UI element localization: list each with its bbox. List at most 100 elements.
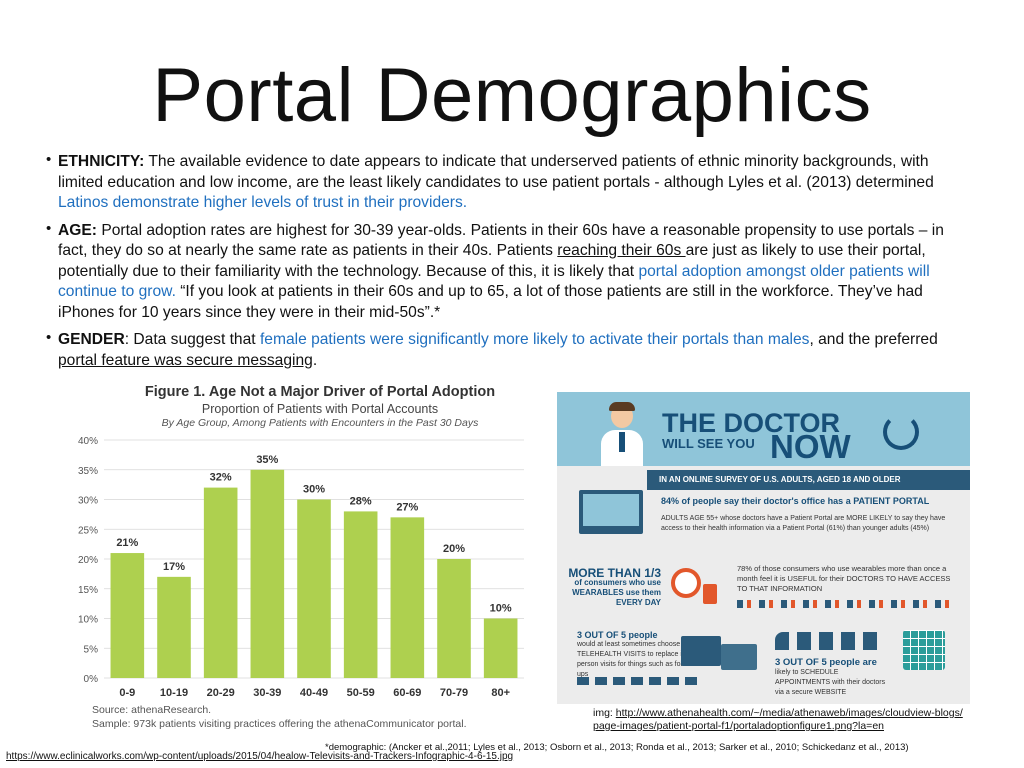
- age-text-2: are just as likely to use their portal, …: [58, 242, 926, 280]
- stopwatch-icon: [671, 568, 701, 598]
- image-source-link-2[interactable]: page-images/patient-portal-f1/portaladop…: [593, 720, 884, 732]
- bar-value-label: 32%: [210, 472, 232, 484]
- stat-telehealth: 3 OUT OF 5 people would at least sometim…: [577, 630, 697, 680]
- ethnicity-label: ETHNICITY:: [58, 153, 145, 170]
- gender-underline: portal feature was secure messaging: [58, 351, 313, 369]
- bar: [250, 469, 285, 678]
- infographic: THE DOCTOR WILL SEE YOU NOW IN AN ONLINE…: [557, 392, 970, 704]
- infographic-title: THE DOCTOR: [662, 408, 841, 438]
- stat-78: 78% of those consumers who use wearables…: [737, 564, 951, 593]
- infographic-title-now: NOW: [770, 428, 851, 465]
- bar-value-label: 17%: [163, 561, 185, 573]
- y-tick-label: 10%: [78, 615, 98, 626]
- phone-icon: [703, 584, 717, 604]
- gender-label: GENDER: [58, 331, 125, 348]
- y-tick-label: 0%: [84, 674, 99, 685]
- x-tick-label: 70-79: [440, 687, 468, 699]
- x-tick-label: 80+: [491, 687, 510, 699]
- footer-source: https://www.eclinicalworks.com/wp-conten…: [6, 751, 513, 762]
- bar: [110, 553, 145, 678]
- y-tick-label: 15%: [78, 585, 98, 596]
- chart-subtitle-2: By Age Group, Among Patients with Encoun…: [161, 417, 479, 429]
- calendar-icon: [903, 630, 945, 670]
- ethnicity-text: The available evidence to date appears t…: [58, 153, 934, 191]
- infographic-title-will: WILL SEE YOU: [662, 436, 755, 451]
- bar-chart: 0% 5% 10% 15% 20% 25% 30% 35% 40% 21% 0-9 17% 10-19 3…: [78, 436, 524, 699]
- y-tick-label: 25%: [78, 525, 98, 536]
- telehealth-monitor-icon-2: [721, 644, 757, 670]
- bar: [297, 499, 331, 678]
- bar-value-label: 35%: [256, 454, 278, 466]
- bar-value-label: 27%: [396, 501, 418, 513]
- doctor-icon: [599, 402, 645, 466]
- stat-telehealth-text: would at least sometimes choose TELEHEAL…: [577, 641, 695, 678]
- bar-value-label: 20%: [443, 543, 465, 555]
- y-tick-label: 30%: [78, 496, 98, 507]
- people-icon-row: [775, 632, 885, 650]
- stat-schedule: 3 OUT OF 5 people are likely to SCHEDULE…: [775, 658, 895, 698]
- image-caption: img: http://www.athenahealth.com/~/media…: [593, 707, 963, 733]
- y-tick-label: 40%: [78, 436, 98, 447]
- wearable-icon-row: [737, 600, 957, 608]
- bullet-gender: • GENDER: Data suggest that female patie…: [44, 329, 974, 371]
- age-chart-figure: Figure 1. Age Not a Major Driver of Port…: [70, 382, 530, 742]
- stat-telehealth-big: 3 OUT OF 5 people: [577, 630, 658, 640]
- chart-source: Source: athenaResearch.: [92, 704, 212, 716]
- x-tick-label: 30-39: [253, 687, 281, 699]
- stat-schedule-text: likely to SCHEDULE APPOINTMENTS with the…: [775, 669, 886, 696]
- bullet-list: • ETHNICITY: The available evidence to d…: [44, 151, 974, 378]
- y-tick-label: 35%: [78, 466, 98, 477]
- age-highlight: portal adoption amongst older patients w…: [58, 262, 930, 301]
- x-tick-label: 20-29: [207, 687, 235, 699]
- bar: [203, 487, 238, 678]
- x-tick-label: 50-59: [347, 687, 375, 699]
- telehealth-monitor-icon: [681, 636, 721, 666]
- bar-value-label: 30%: [303, 484, 325, 496]
- stat-wearables: MORE THAN 1/3 of consumers who use WEARA…: [565, 566, 661, 608]
- bullet-ethnicity: • ETHNICITY: The available evidence to d…: [44, 151, 974, 214]
- stat-adults-55: ADULTS AGE 55+ whose doctors have a Pati…: [661, 515, 946, 532]
- stethoscope-icon: [883, 414, 919, 450]
- y-tick-label: 5%: [84, 644, 99, 655]
- bullet-dot-icon: •: [46, 151, 52, 168]
- gender-text-3: .: [312, 351, 318, 369]
- image-caption-prefix: img:: [593, 707, 616, 719]
- bar: [437, 559, 471, 678]
- slide-title: Portal Demographics: [152, 53, 872, 138]
- gender-text-1: : Data suggest that: [124, 331, 260, 348]
- bar: [390, 517, 425, 678]
- bullet-dot-icon: •: [46, 329, 52, 346]
- age-text-1: Portal adoption rates are highest for 30…: [58, 221, 944, 260]
- ethnicity-highlight: Latinos demonstrate higher levels of tru…: [58, 194, 468, 211]
- monitor-icon: [579, 490, 643, 534]
- bar: [157, 576, 191, 678]
- chart-title: Figure 1. Age Not a Major Driver of Port…: [144, 384, 496, 400]
- stat-wearables-big: MORE THAN 1/3: [568, 566, 661, 580]
- x-tick-label: 10-19: [160, 687, 188, 699]
- stat-wearables-text: of consumers who use WEARABLES use them …: [572, 578, 661, 607]
- stat-schedule-big: 3 OUT OF 5 people are: [775, 657, 877, 668]
- demographic-citation: *demographic: (Ancker et al.,2011; Lyles…: [325, 742, 909, 753]
- gender-highlight: female patients were significantly more …: [259, 331, 810, 348]
- telehealth-screens-row: [577, 677, 697, 685]
- chart-subtitle: Proportion of Patients with Portal Accou…: [201, 402, 439, 416]
- x-tick-label: 40-49: [300, 687, 328, 699]
- age-label: AGE:: [58, 221, 97, 239]
- stat-portal: 84% of people say their doctor's office …: [661, 496, 930, 506]
- bar: [343, 511, 378, 678]
- footer-source-link[interactable]: https://www.eclinicalworks.com/wp-conten…: [6, 751, 514, 762]
- chart-sample: Sample: 973k patients visiting practices…: [92, 718, 467, 730]
- survey-band: IN AN ONLINE SURVEY OF U.S. ADULTS, AGED…: [647, 470, 970, 490]
- bar: [483, 618, 518, 678]
- y-tick-label: 20%: [78, 555, 98, 566]
- x-tick-label: 60-69: [393, 687, 421, 699]
- age-text-3: “If you look at patients in their 60s an…: [58, 283, 923, 321]
- age-underline: reaching their 60s: [557, 242, 686, 259]
- bullet-dot-icon: •: [46, 219, 52, 237]
- bar-value-label: 21%: [116, 537, 138, 549]
- gender-text-2: , and the preferred: [809, 331, 938, 348]
- image-source-link[interactable]: http://www.athenahealth.com/~/media/athe…: [615, 707, 963, 719]
- x-tick-label: 0-9: [119, 687, 135, 699]
- bullet-age: • AGE: Portal adoption rates are highest…: [44, 219, 974, 324]
- bar-value-label: 28%: [350, 495, 372, 507]
